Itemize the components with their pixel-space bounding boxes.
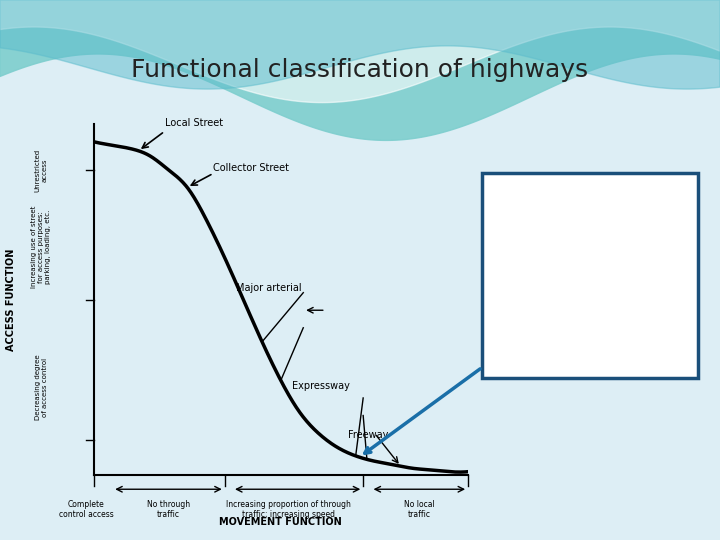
- Text: Decreasing degree
of access control: Decreasing degree of access control: [35, 355, 48, 420]
- Text: Unrestricted
access: Unrestricted access: [35, 148, 48, 192]
- Text: Functional classification of highways: Functional classification of highways: [132, 58, 588, 82]
- Polygon shape: [0, 0, 720, 140]
- Text: Local Street: Local Street: [165, 118, 223, 127]
- Text: ACCESS FUNCTION: ACCESS FUNCTION: [6, 248, 17, 351]
- Polygon shape: [0, 0, 720, 89]
- Text: Increasing proportion of through
traffic; increasing speed: Increasing proportion of through traffic…: [226, 500, 351, 519]
- Text: Collector Street: Collector Street: [213, 163, 289, 173]
- Text: Increasing use of street
for access purposes:
parking, loading, etc.: Increasing use of street for access purp…: [31, 206, 51, 288]
- Text: No local
traffic: No local traffic: [404, 500, 435, 519]
- Text: No through
traffic: No through traffic: [147, 500, 190, 519]
- Text: king Abdullah Road: king Abdullah Road: [503, 307, 678, 326]
- Text: king Fahd Road: king Fahd Road: [522, 235, 659, 254]
- Text: Expressway: Expressway: [292, 381, 350, 391]
- Text: Major arterial: Major arterial: [236, 282, 302, 293]
- Text: Complete
control access: Complete control access: [59, 500, 114, 519]
- Text: Freeway: Freeway: [348, 430, 389, 440]
- Polygon shape: [0, 0, 720, 103]
- Text: MOVEMENT FUNCTION: MOVEMENT FUNCTION: [220, 517, 342, 528]
